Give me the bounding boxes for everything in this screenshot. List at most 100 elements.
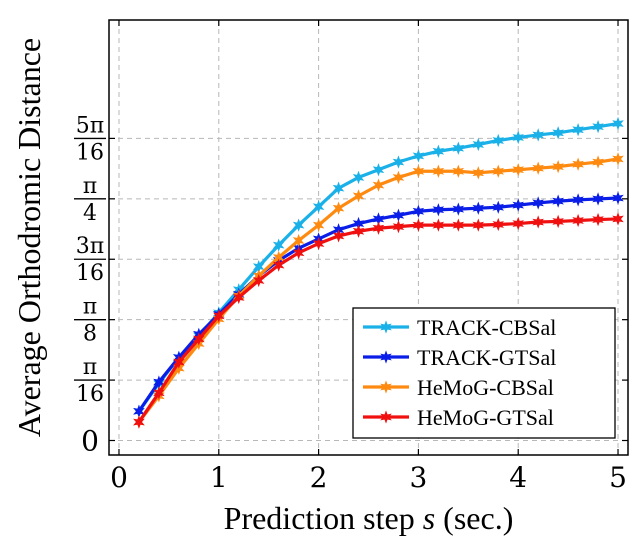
data-point [372,221,385,235]
data-point [472,201,485,215]
legend-swatch-marker [380,410,392,424]
data-point [512,216,524,231]
data-point [392,170,405,185]
data-point [312,236,325,251]
x-axis-title-variable: s [423,500,435,536]
legend-swatch-marker [380,350,392,364]
data-point [452,218,465,232]
legend: TRACK-CBSal TRACK-GTSal HeMoG-CBSal HeMoG-G… [352,307,616,439]
data-point [452,202,465,216]
data-point [532,161,544,175]
data-point [173,355,185,369]
data-point [312,218,325,232]
data-point [552,159,564,174]
legend-label: TRACK-GTSal [417,345,556,370]
y-tick-numerator: π [83,174,97,199]
x-tick-label: 3 [409,461,427,494]
data-point [352,189,365,203]
legend-swatch-marker [380,320,392,334]
series-lines [133,116,624,429]
data-point [412,164,425,178]
x-tick-label: 4 [509,461,527,494]
data-point [452,141,465,155]
y-tick-denominator: 16 [76,140,104,165]
axis-ticks [109,20,628,455]
data-point [592,192,604,206]
legend-swatch-marker [380,380,392,394]
x-tick-label: 2 [310,461,328,494]
y-tick-denominator: 16 [76,261,104,286]
data-point [392,219,405,234]
data-point [572,193,584,207]
data-point [612,212,624,226]
data-point [332,181,345,195]
data-point [292,218,305,232]
data-point [372,163,385,177]
y-tick-label-fraction: π16 [74,355,106,407]
data-point [512,130,524,145]
data-point [532,196,544,210]
legend-label: TRACK-CBSal [417,315,556,340]
data-point [332,201,345,215]
data-point [153,386,165,400]
data-point [412,149,425,163]
data-point [232,290,245,305]
data-point [472,218,485,232]
data-point [292,246,305,260]
data-point [332,229,345,243]
data-point [552,194,564,208]
x-tick-label: 0 [110,461,128,494]
y-tick-label: 0 [81,425,99,458]
y-tick-label-fraction: π4 [74,174,106,226]
data-point [492,217,505,232]
legend-entry: TRACK-CBSal [363,315,556,340]
x-tick-labels: 0 1 2 3 4 5 [110,461,627,494]
data-point [432,218,445,232]
data-point [412,218,425,232]
data-point [552,126,564,140]
data-point [352,170,365,185]
data-point [592,212,604,227]
data-point [532,215,544,229]
y-tick-label-fraction: π8 [74,295,106,347]
data-point [532,128,544,142]
data-point [612,116,624,131]
data-point [252,273,265,288]
legend-label: HeMoG-GTSal [417,405,554,430]
data-point [432,144,445,158]
y-tick-numerator: 3π [76,234,104,259]
x-tick-label: 5 [609,461,627,494]
x-axis-title-prefix: Prediction step [224,500,423,536]
data-point [592,155,604,169]
data-point [312,199,325,214]
data-point [612,191,624,205]
data-point [272,258,285,272]
data-point [133,415,145,429]
legend-label: HeMoG-CBSal [417,375,554,400]
data-point [472,166,485,180]
legend-entry: HeMoG-CBSal [363,375,554,400]
data-point [412,204,425,218]
data-point [372,178,385,192]
x-axis-title: Prediction step s (sec.) [224,500,514,536]
data-point [352,224,365,238]
data-point [292,233,305,248]
y-tick-numerator: 5π [76,113,104,138]
data-point [432,164,445,178]
data-point [592,119,604,134]
y-tick-denominator: 8 [83,322,97,347]
plot-frame [108,19,629,456]
data-point [452,164,465,178]
data-point [492,164,505,178]
x-tick-label: 1 [210,461,228,494]
data-point [572,213,584,228]
y-tick-denominator: 4 [83,201,97,226]
data-point [193,332,205,346]
legend-entry: TRACK-GTSal [363,345,556,370]
data-point [572,157,584,171]
x-axis-title-suffix: (sec.) [435,500,513,536]
